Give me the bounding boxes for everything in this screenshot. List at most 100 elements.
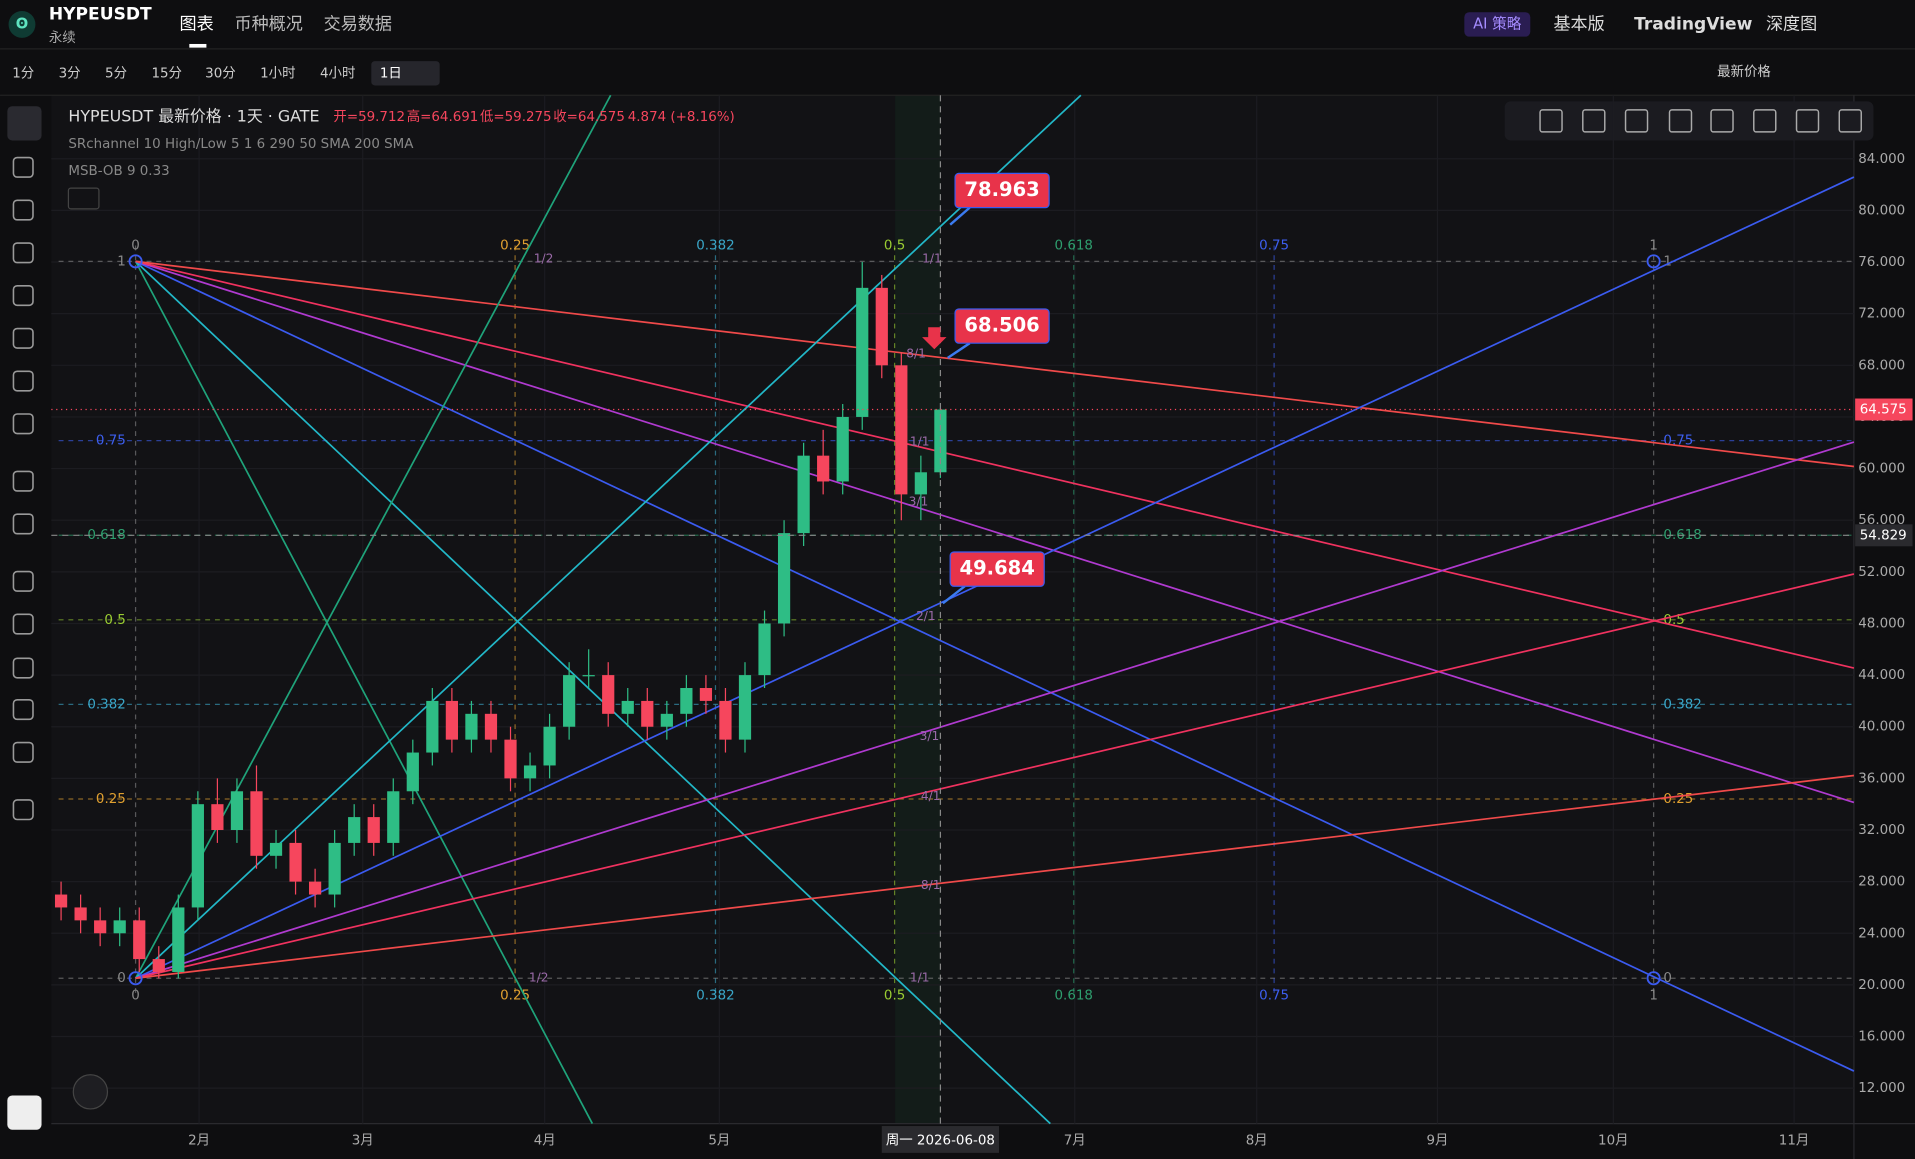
fib-time-label: 0.382	[696, 988, 734, 1003]
subtitle: 永续	[49, 30, 76, 46]
tool-icon[interactable]	[12, 413, 34, 435]
interval[interactable]: 15分	[151, 65, 182, 81]
y-tick-label: 32.000	[1858, 823, 1905, 838]
gann-label: 1/1	[910, 435, 930, 449]
draw-tool-icon[interactable]	[1710, 109, 1734, 133]
draw-tool-icon[interactable]	[1838, 109, 1862, 133]
candle-body	[895, 365, 908, 495]
interval[interactable]: 1日	[380, 66, 402, 81]
tool-icon[interactable]	[12, 470, 34, 492]
candle-body	[367, 817, 380, 843]
tool-icon[interactable]	[12, 570, 34, 592]
draw-toolbar	[1504, 101, 1874, 141]
y-tick-label: 68.000	[1858, 358, 1905, 373]
interval[interactable]: 5分	[105, 65, 127, 81]
tool-icon[interactable]	[12, 657, 34, 679]
gann-label: 4/1	[921, 789, 941, 803]
candle-body	[817, 455, 830, 482]
tab[interactable]: 图表	[180, 14, 214, 34]
draw-tool-icon[interactable]	[1795, 109, 1820, 133]
favorite[interactable]	[7, 1095, 42, 1130]
tv-logo	[72, 1074, 109, 1110]
candle-body	[230, 791, 244, 830]
candle-body	[563, 675, 576, 727]
interval[interactable]: 3分	[59, 65, 81, 81]
crosshair-price-label: 54.829	[1860, 528, 1907, 543]
anchor[interactable]	[1646, 254, 1661, 269]
tool-icon[interactable]	[12, 741, 34, 763]
tool-icon[interactable]	[12, 156, 34, 178]
header-link[interactable]: TradingView	[1634, 14, 1753, 34]
fib-time-label: 0.5	[884, 988, 905, 1003]
callout-label: 49.684	[960, 557, 1035, 580]
draw-tool-icon[interactable]	[1582, 109, 1606, 133]
x-tick-label: 5月	[708, 1134, 730, 1149]
header-link[interactable]: 基本版	[1553, 14, 1604, 34]
tool-active[interactable]	[7, 106, 42, 141]
candle-body	[269, 842, 283, 856]
callout-label: 78.963	[964, 178, 1039, 201]
interval[interactable]: 1分	[12, 65, 34, 81]
tool-icon[interactable]	[12, 799, 34, 821]
legend-ohlc: 高=64.691	[407, 108, 479, 125]
fan-line	[134, 94, 1082, 979]
fib-time-label: 0.618	[1055, 988, 1093, 1003]
legend-ohlc: 4.874 (+8.16%)	[628, 110, 735, 125]
legend-ohlc: 开=59.712	[333, 110, 405, 125]
collapse-button[interactable]	[67, 187, 100, 210]
fan-line	[135, 260, 1855, 468]
tab[interactable]: 交易数据	[324, 14, 392, 34]
candle-body	[348, 817, 361, 843]
interval[interactable]: 30分	[205, 65, 236, 81]
interval[interactable]: 4小时	[320, 65, 355, 81]
crosshair-price-tag	[1855, 524, 1913, 547]
left-toolbar	[7, 106, 42, 141]
fib-time-label: 0	[131, 238, 140, 253]
candle-body	[113, 920, 126, 934]
draw-tool-icon[interactable]	[1668, 109, 1693, 133]
candle-body	[602, 675, 615, 714]
candle-body	[797, 455, 810, 534]
x-tick-label: 3月	[352, 1134, 374, 1149]
candle-body	[94, 920, 107, 934]
fib-level-label: 0.382	[1663, 697, 1701, 712]
tool-icon[interactable]	[12, 699, 34, 721]
tool-icon[interactable]	[12, 613, 34, 635]
candle-body	[543, 726, 556, 766]
gann-label: 3/1	[920, 729, 940, 743]
candle-body	[484, 713, 498, 740]
tool-icon[interactable]	[12, 284, 34, 307]
y-tick-label: 12.000	[1858, 1081, 1905, 1096]
fib-time-label: 0.25	[500, 238, 530, 253]
indicator-label: SRchannel 10 High/Low 5 1 6 290 50 SMA 2…	[68, 137, 414, 152]
anchor[interactable]	[128, 254, 143, 269]
candle-body	[133, 920, 146, 960]
y-tick-label: 80.000	[1858, 203, 1905, 218]
ai-badge[interactable]	[1464, 12, 1531, 37]
y-tick-label: 24.000	[1858, 926, 1905, 941]
fib-time-label: 0.382	[696, 238, 734, 253]
y-tick-label: 20.000	[1858, 978, 1905, 993]
anchor[interactable]	[1646, 971, 1661, 986]
candle-body	[426, 700, 439, 753]
draw-tool-icon[interactable]	[1624, 109, 1649, 133]
crosshair-date: 周一 2026-06-08	[886, 1134, 995, 1149]
callout-pointer	[949, 206, 971, 226]
tool-icon[interactable]	[12, 513, 34, 535]
tool-icon[interactable]	[12, 242, 34, 264]
callout-label: 68.506	[964, 314, 1039, 337]
tool-icon[interactable]	[12, 370, 34, 392]
symbol[interactable]: HYPEUSDT	[49, 5, 152, 25]
tab[interactable]: 币种概况	[234, 14, 302, 34]
tool-icon[interactable]	[12, 199, 34, 221]
anchor[interactable]	[128, 971, 143, 986]
header-link[interactable]: 深度图	[1766, 14, 1817, 34]
draw-tool-icon[interactable]	[1753, 109, 1777, 133]
draw-tool-icon[interactable]	[1539, 109, 1563, 133]
ai-label[interactable]: AI 策略	[1473, 15, 1522, 32]
price-mode[interactable]: 最新价格	[1717, 64, 1771, 80]
tool-icon[interactable]	[12, 327, 34, 349]
interval[interactable]: 1小时	[260, 65, 295, 81]
